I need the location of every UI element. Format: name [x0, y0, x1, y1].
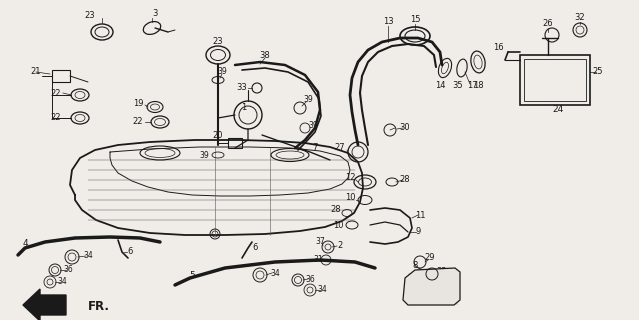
Text: 20: 20: [213, 131, 223, 140]
Text: 5: 5: [189, 270, 195, 279]
Text: 8: 8: [412, 261, 418, 270]
Text: 34: 34: [83, 251, 93, 260]
Text: 32: 32: [574, 13, 585, 22]
Text: 11: 11: [415, 211, 425, 220]
Text: 28: 28: [331, 205, 341, 214]
Bar: [52, 70, 70, 82]
Text: 39: 39: [199, 150, 209, 159]
Text: 29: 29: [425, 253, 435, 262]
Text: 34: 34: [270, 268, 280, 277]
Text: 18: 18: [473, 82, 483, 91]
Text: 30: 30: [399, 124, 410, 132]
Text: 23: 23: [85, 11, 95, 20]
Text: 13: 13: [383, 18, 394, 27]
Text: 36: 36: [63, 266, 73, 275]
Text: 15: 15: [410, 15, 420, 25]
Text: 32: 32: [436, 268, 447, 276]
Polygon shape: [403, 268, 460, 305]
Text: 38: 38: [259, 52, 270, 60]
Text: 9: 9: [415, 228, 420, 236]
Text: 36: 36: [305, 275, 315, 284]
Text: FR.: FR.: [88, 300, 110, 313]
Text: 6: 6: [127, 247, 133, 257]
Text: 22: 22: [50, 114, 61, 123]
Text: 37: 37: [315, 237, 325, 246]
Text: 25: 25: [593, 68, 603, 76]
Text: 12: 12: [345, 173, 355, 182]
Text: 21: 21: [31, 68, 42, 76]
Text: 34: 34: [317, 285, 327, 294]
Bar: [524, 59, 586, 101]
Text: 31: 31: [313, 255, 323, 265]
Text: 27: 27: [335, 143, 345, 153]
Text: 39: 39: [303, 95, 313, 105]
Text: 23: 23: [213, 37, 223, 46]
Bar: [520, 55, 590, 105]
Text: 19: 19: [133, 99, 143, 108]
Text: 10: 10: [345, 194, 355, 203]
Text: 17: 17: [466, 82, 477, 91]
Text: 24: 24: [552, 106, 564, 115]
Text: 34: 34: [57, 277, 67, 286]
Text: 2: 2: [337, 242, 343, 251]
Polygon shape: [23, 289, 66, 320]
Text: 1: 1: [242, 103, 247, 113]
Text: 35: 35: [452, 82, 463, 91]
Text: 22: 22: [133, 117, 143, 126]
Text: 16: 16: [493, 44, 504, 52]
Text: 6: 6: [252, 244, 258, 252]
Text: 28: 28: [399, 175, 410, 185]
Text: 4: 4: [22, 239, 28, 249]
Text: 39: 39: [217, 68, 227, 76]
Text: 3: 3: [152, 10, 158, 19]
Text: 14: 14: [435, 82, 445, 91]
Text: 22: 22: [50, 89, 61, 98]
Text: 7: 7: [312, 143, 318, 153]
Text: 10: 10: [333, 220, 343, 229]
Bar: [228, 138, 242, 148]
Text: 33: 33: [236, 84, 247, 92]
Text: 26: 26: [543, 20, 553, 28]
Text: 39: 39: [308, 121, 318, 130]
